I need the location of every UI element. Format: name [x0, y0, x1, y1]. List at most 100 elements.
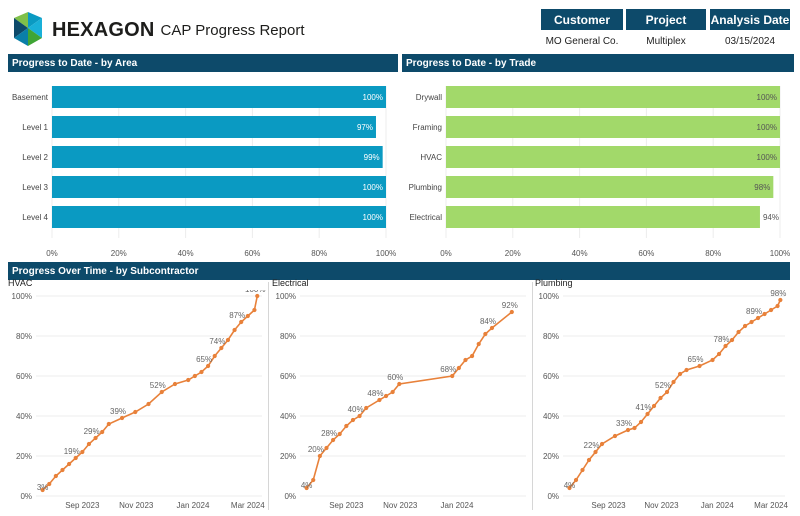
data-point	[255, 293, 260, 299]
data-point	[671, 379, 676, 385]
data-point	[252, 307, 257, 313]
data-point	[93, 435, 98, 441]
x-tick-label: Jan 2024	[701, 501, 734, 510]
point-label: 74%	[209, 337, 225, 346]
y-tick-label: 20%	[16, 452, 32, 461]
data-point	[66, 461, 72, 467]
bar	[446, 116, 780, 138]
data-point	[350, 417, 356, 423]
plumbing-line-panel: Plumbing 0% 20% 40% 60% 80% 100% Sep 2023 Nov 2…	[535, 278, 793, 512]
data-point	[632, 425, 637, 431]
x-tick-label: 80%	[705, 249, 721, 258]
data-point	[677, 371, 683, 377]
point-label: 48%	[367, 389, 383, 398]
data-point	[768, 307, 774, 313]
data-point	[775, 303, 780, 309]
x-tick-label: Sep 2023	[65, 501, 100, 510]
data-point	[749, 319, 754, 325]
analysis-date-value: 03/15/2024	[724, 35, 776, 47]
bar	[52, 146, 383, 168]
point-label: 29%	[84, 427, 100, 436]
y-tick-label: 40%	[16, 412, 32, 421]
bar	[52, 176, 386, 198]
data-point	[40, 487, 45, 493]
customer-value: MO General Co.	[545, 35, 619, 47]
y-tick-label: 20%	[280, 452, 296, 461]
x-tick-label: 100%	[770, 249, 790, 258]
data-point	[80, 449, 85, 455]
panel-divider	[268, 282, 269, 510]
data-point	[612, 433, 618, 439]
y-tick-label: 100%	[12, 292, 32, 301]
area-bar-chart: 0% 20% 40% 60% 80% 100% Basement 100% Level 1 97%…	[12, 86, 396, 258]
data-point	[100, 429, 105, 435]
data-point	[212, 353, 217, 359]
category-label: Basement	[12, 93, 49, 102]
y-tick-label: 0%	[284, 492, 296, 501]
bar	[446, 176, 774, 198]
project-value: Multiplex	[646, 35, 686, 47]
project-label: Project	[626, 9, 706, 30]
data-point	[397, 381, 402, 387]
category-label: Level 1	[22, 123, 48, 132]
data-point	[778, 297, 783, 303]
point-label: 41%	[636, 403, 652, 412]
point-label: 20%	[308, 445, 324, 454]
point-label: 87%	[229, 311, 245, 320]
x-tick-label: 40%	[178, 249, 194, 258]
bar-value-label: 100%	[757, 153, 777, 162]
data-point	[729, 337, 735, 343]
data-point	[456, 365, 461, 371]
data-point	[192, 373, 197, 379]
y-tick-label: 100%	[539, 292, 559, 301]
data-point	[762, 311, 767, 317]
data-point	[483, 331, 488, 337]
y-tick-label: 80%	[280, 332, 296, 341]
hvac-line-panel: HVAC 0% 20% 40% 60% 80% 100% Sep 2023 Nov 2023 J…	[8, 278, 270, 512]
data-point	[625, 427, 631, 433]
category-label: HVAC	[420, 153, 442, 162]
hvac-chart-title: HVAC	[8, 278, 33, 288]
point-label: 28%	[321, 429, 337, 438]
bar	[52, 86, 386, 108]
bar-value-label: 99%	[364, 153, 380, 162]
data-point	[476, 341, 481, 347]
data-point	[219, 345, 224, 351]
data-point	[73, 455, 78, 461]
data-point	[489, 325, 495, 331]
data-point	[697, 363, 702, 369]
data-point	[311, 477, 316, 483]
x-tick-label: Nov 2023	[119, 501, 154, 510]
data-point	[450, 373, 455, 379]
data-point	[344, 423, 349, 429]
point-label: 4%	[301, 481, 313, 490]
data-point	[60, 467, 65, 473]
x-tick-label: 80%	[311, 249, 327, 258]
data-point	[716, 351, 722, 357]
point-label: 19%	[64, 447, 80, 456]
point-label: 40%	[348, 405, 364, 414]
x-tick-label: Jan 2024	[177, 501, 210, 510]
y-tick-label: 40%	[280, 412, 296, 421]
data-point	[172, 381, 178, 387]
plumbing-line-chart: 0% 20% 40% 60% 80% 100% Sep 2023 Nov 2023 Jan 20…	[539, 290, 789, 510]
x-tick-label: Sep 2023	[591, 501, 626, 510]
x-tick-label: 40%	[572, 249, 588, 258]
data-point	[383, 393, 389, 399]
data-point	[710, 357, 715, 363]
bar	[52, 206, 386, 228]
point-label: 68%	[440, 365, 456, 374]
category-label: Drywall	[416, 93, 442, 102]
bar-value-label: 98%	[754, 183, 770, 192]
y-tick-label: 20%	[543, 452, 559, 461]
data-point	[638, 419, 644, 425]
y-tick-label: 40%	[543, 412, 559, 421]
point-label: 84%	[480, 317, 496, 326]
data-point	[736, 329, 741, 335]
data-point	[664, 389, 670, 395]
analysis-date-label: Analysis Date	[710, 9, 790, 30]
category-label: Electrical	[410, 213, 443, 222]
data-point	[723, 343, 728, 349]
data-point	[304, 485, 309, 491]
data-point	[225, 337, 231, 343]
